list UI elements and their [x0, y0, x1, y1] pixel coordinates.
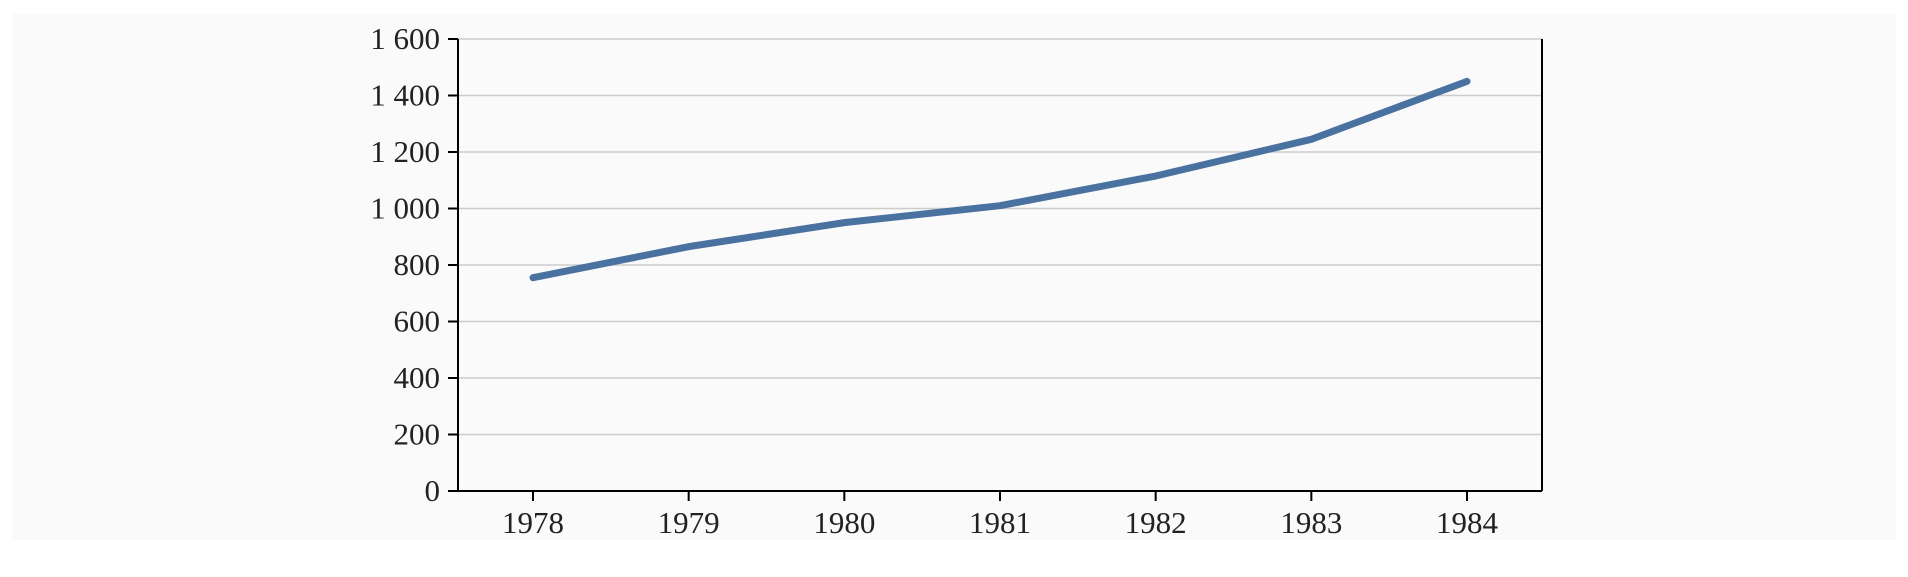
x-tick-label: 1980: [813, 505, 875, 540]
y-tick-label: 1 000: [370, 191, 440, 226]
grid-lines: [458, 38, 1542, 436]
x-tick-label: 1978: [502, 505, 564, 540]
chart-figure: 0 200 400 600 800 1 000 1 200 1 400 1 600 1978 19…: [12, 14, 1896, 540]
series-line: [529, 77, 1471, 282]
y-tick-label: 1 400: [370, 78, 440, 113]
y-tick-label: 400: [394, 360, 441, 395]
x-tick-label: 1979: [658, 505, 720, 540]
x-tick-label: 1981: [969, 505, 1031, 540]
y-tick-label: 600: [394, 304, 441, 339]
y-tick-label: 800: [394, 247, 441, 282]
y-tick-label: 1 600: [370, 21, 440, 56]
series-layer: [529, 77, 1471, 282]
y-tick-label: 1 200: [370, 134, 440, 169]
x-tick-label: 1983: [1280, 505, 1342, 540]
x-tick-label: 1984: [1436, 505, 1499, 540]
x-axis-ticks: 1978 1979 1980 1981 1982 1983 1984: [502, 491, 1499, 540]
y-tick-label: 0: [425, 473, 441, 508]
y-axis-ticks: 0 200 400 600 800 1 000 1 200 1 400 1 600: [370, 21, 458, 508]
y-tick-label: 200: [394, 417, 441, 452]
x-tick-label: 1982: [1125, 505, 1187, 540]
